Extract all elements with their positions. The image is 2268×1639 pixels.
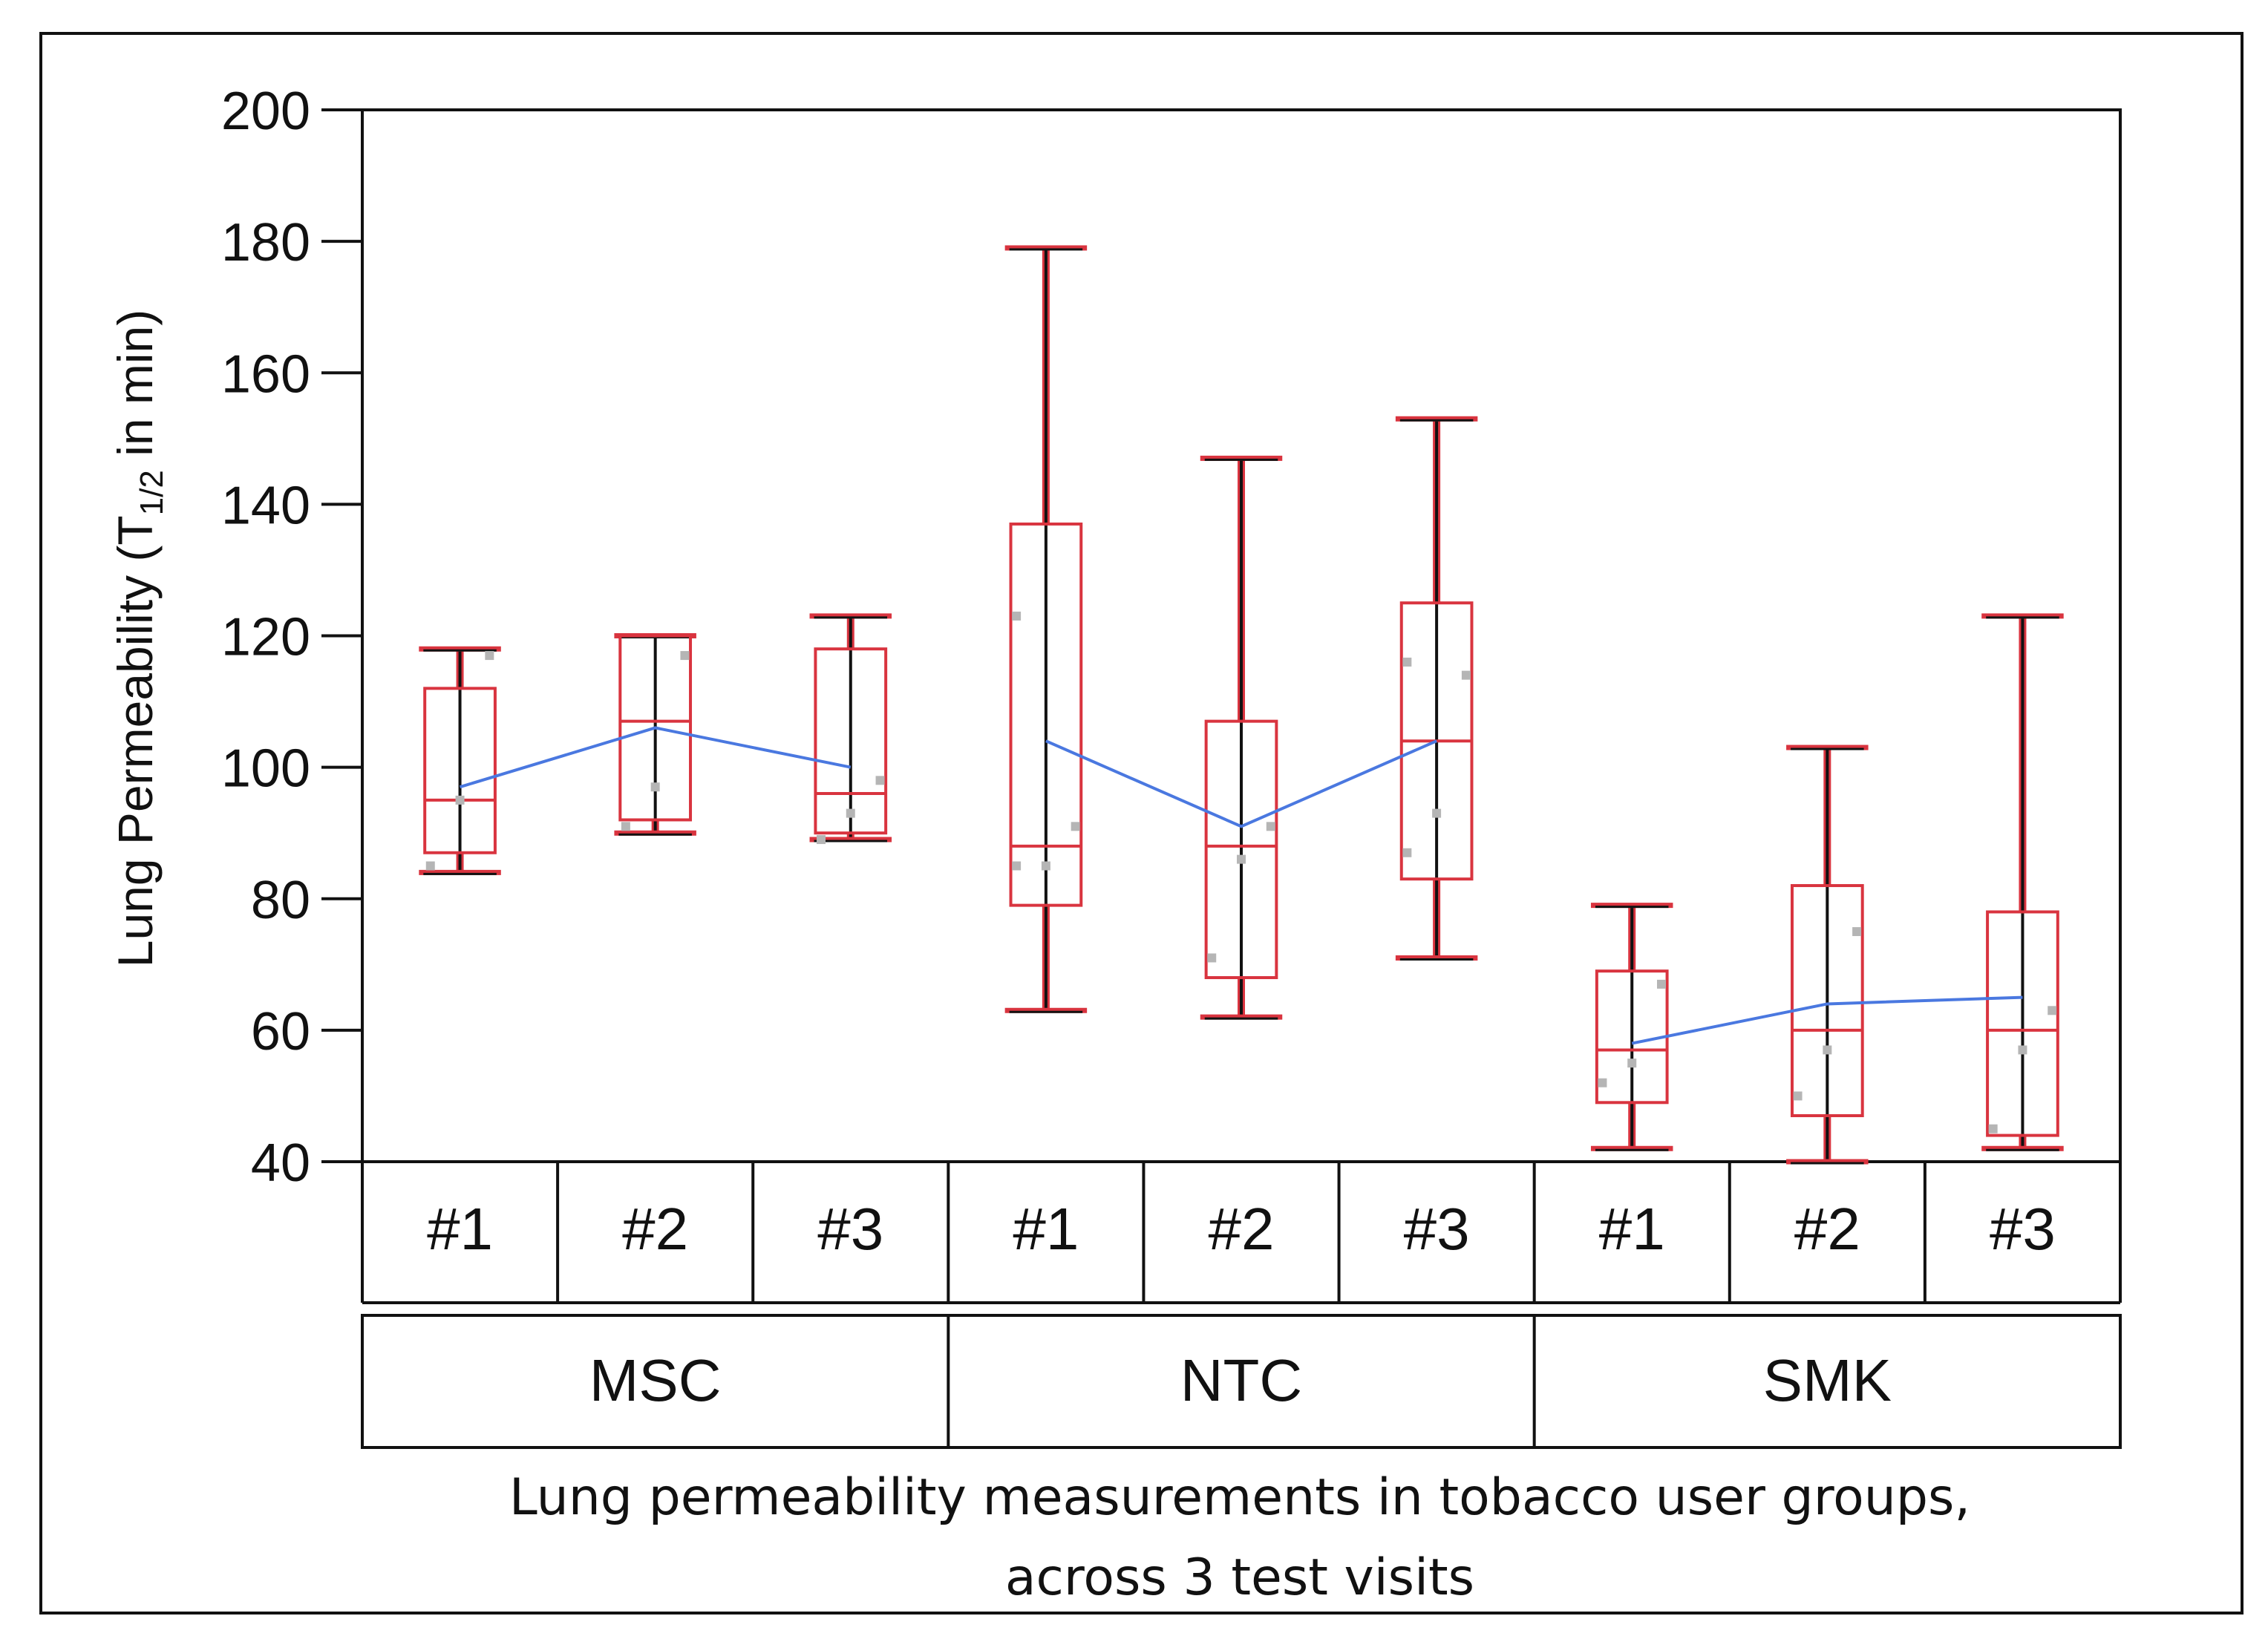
mean-line-ntc: [1045, 739, 1437, 828]
data-point: [1432, 808, 1442, 818]
y-tick-label: 120: [221, 608, 310, 667]
y-axis-label: Lung Permeability (T1/2 in min): [108, 310, 170, 967]
group-label: NTC: [1180, 1347, 1302, 1413]
table-border: [361, 1314, 2122, 1449]
y-axis-label-tail: in min): [108, 310, 163, 470]
y-tick-label: 160: [221, 344, 310, 404]
data-point: [1041, 861, 1050, 871]
box-msc-3: [809, 613, 892, 845]
box-smk-3: [1981, 613, 2064, 1151]
visit-label: #3: [1990, 1196, 2056, 1262]
data-point: [1793, 1091, 1803, 1101]
data-point: [485, 651, 494, 661]
box-smk-2: [1786, 745, 1869, 1165]
data-point: [621, 822, 630, 831]
visit-label: #2: [622, 1196, 688, 1262]
data-point: [2018, 1045, 2027, 1055]
y-tick-label: 140: [221, 476, 310, 535]
data-point: [1823, 1045, 1832, 1055]
figure-frame: [39, 32, 2244, 1615]
y-tick-label: 180: [221, 213, 310, 272]
data-point: [1402, 848, 1412, 857]
data-point: [1627, 1059, 1637, 1068]
iqr-box: [618, 634, 693, 822]
visit-label: #1: [1013, 1196, 1079, 1262]
data-point: [1402, 657, 1412, 667]
data-point: [875, 776, 885, 785]
iqr-box: [814, 647, 888, 835]
data-point: [1237, 854, 1246, 864]
iqr-box: [1790, 884, 1864, 1118]
iqr-box: [1204, 719, 1278, 980]
iqr-box: [423, 687, 497, 854]
iqr-box: [1009, 522, 1083, 907]
mean-line-smk: [1631, 995, 2023, 1045]
box-ntc-1: [1004, 245, 1088, 1013]
data-point: [1988, 1124, 1998, 1133]
visit-label: #3: [817, 1196, 883, 1262]
category-label-table: #1 #2 #3 #1 #2 #3 #1 #2 #3 MSC NTC SMK: [361, 1162, 2122, 1449]
data-point: [1207, 953, 1217, 963]
data-point: [1012, 861, 1022, 871]
y-axis-label-main: Lung Permeability (T: [108, 515, 163, 967]
data-point: [1266, 822, 1275, 831]
data-point: [1012, 611, 1022, 621]
caption-line-1: Lung permeability measurements in tobacc…: [509, 1468, 1970, 1527]
data-point: [455, 795, 465, 805]
y-tick-label: 40: [251, 1133, 310, 1193]
data-point: [650, 782, 660, 792]
mean-line-msc: [459, 726, 852, 789]
visit-label: #1: [1599, 1196, 1665, 1262]
data-point: [1657, 979, 1667, 989]
data-point: [1461, 670, 1471, 680]
data-point: [1852, 927, 1862, 937]
data-point: [1598, 1078, 1607, 1087]
visit-label: #2: [1209, 1196, 1275, 1262]
y-axis: 40 60 80 100 120 140 160 180 200: [221, 82, 362, 1193]
group-label: MSC: [589, 1347, 722, 1413]
iqr-box: [1986, 910, 2059, 1137]
box-series: [419, 245, 2064, 1165]
group-label: SMK: [1763, 1347, 1892, 1413]
visit-label: #3: [1404, 1196, 1470, 1262]
y-tick-label: 200: [221, 82, 310, 141]
y-tick-label: 60: [251, 1002, 310, 1061]
data-point: [816, 835, 826, 845]
y-tick-label: 80: [251, 871, 310, 930]
data-point: [680, 651, 690, 661]
data-point: [1071, 822, 1080, 831]
data-point: [846, 808, 855, 818]
y-axis-label-subscript: 1/2: [134, 470, 170, 515]
box-msc-1: [419, 646, 501, 875]
y-tick-label: 100: [221, 739, 310, 799]
visit-label: #1: [427, 1196, 493, 1262]
data-point: [2048, 1006, 2057, 1015]
box-ntc-2: [1200, 455, 1283, 1020]
mean-line-layer: [459, 726, 2023, 1045]
data-point: [425, 861, 435, 871]
caption-line-2: across 3 test visits: [1005, 1548, 1474, 1607]
visit-label: #2: [1794, 1196, 1860, 1262]
